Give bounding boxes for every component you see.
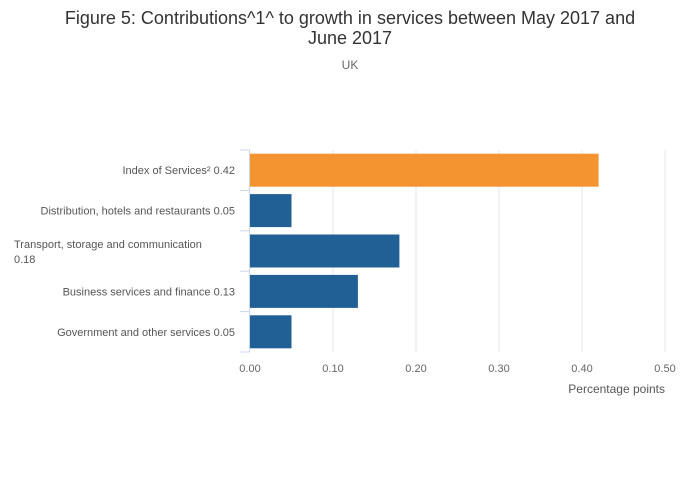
x-tick-label: 0.10: [322, 363, 343, 375]
category-label: Transport, storage and communication: [14, 239, 202, 251]
category-label: Index of Services² 0.42: [122, 165, 235, 177]
chart-subtitle: UK: [342, 58, 359, 72]
bar: [250, 315, 292, 349]
x-tick-label: 0.20: [405, 363, 426, 375]
bar: [250, 194, 292, 228]
x-axis-label: Percentage points: [568, 382, 665, 396]
category-label: Business services and finance 0.13: [63, 286, 235, 298]
bar: [250, 234, 400, 268]
x-tick-label: 0.00: [239, 363, 260, 375]
category-label: Distribution, hotels and restaurants 0.0…: [41, 206, 235, 218]
chart-title: June 2017: [308, 28, 392, 48]
category-label: Government and other services 0.05: [57, 327, 235, 339]
chart-title: Figure 5: Contributions^1^ to growth in …: [65, 8, 635, 28]
x-tick-label: 0.40: [571, 363, 592, 375]
bar: [250, 274, 358, 308]
bar: [250, 153, 599, 187]
category-label: 0.18: [14, 254, 35, 266]
x-tick-label: 0.50: [654, 363, 675, 375]
x-tick-label: 0.30: [488, 363, 509, 375]
